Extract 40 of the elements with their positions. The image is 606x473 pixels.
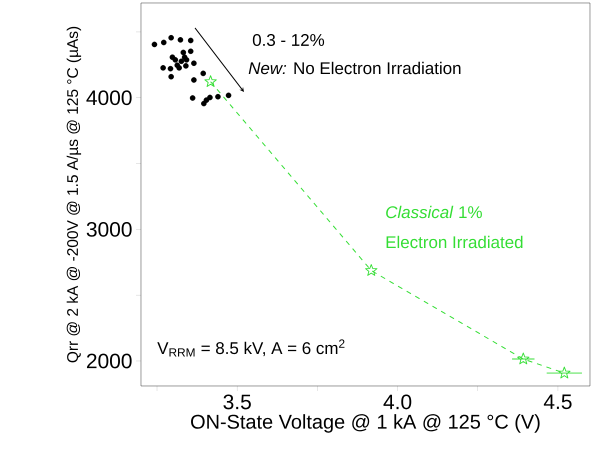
point [178, 58, 184, 64]
point [188, 48, 194, 54]
point [168, 66, 174, 72]
point [204, 97, 210, 103]
point [207, 94, 213, 100]
annotation: V$_{RRM}$ = 8.5 kV, A = 6 cm$^{2}$ [157, 339, 344, 357]
point [517, 352, 530, 364]
x-tick-label: 4.0 [384, 394, 412, 410]
y-axis-title: Qrr @ 2 kA @ -200V @ 1.5 A/µs @ 125 °C (µAs) [66, 26, 82, 362]
y-tick-label: 2000 [86, 354, 132, 368]
point [191, 60, 197, 66]
point [160, 40, 167, 46]
point [183, 63, 189, 69]
point [188, 38, 194, 44]
point [558, 366, 570, 378]
point [365, 264, 378, 276]
x-axis-title: ON-State Voltage @ 1 kA @ 125 °C (V) [191, 414, 540, 433]
point [215, 94, 221, 100]
point [172, 57, 178, 63]
x-tick-label: 3.5 [223, 394, 251, 410]
point [152, 42, 158, 48]
point [176, 65, 182, 71]
point [190, 95, 196, 101]
x-tick-label: 4.5 [544, 394, 572, 410]
point [226, 92, 232, 98]
y-tick-label: 3000 [86, 222, 132, 237]
annotation: Electron Irradiated [386, 236, 522, 248]
annotation: New: No Electron Irradiation [248, 62, 460, 74]
y-tick-label: 4000 [86, 90, 132, 106]
point [168, 74, 174, 80]
point [200, 70, 206, 76]
point [191, 77, 197, 83]
annotation: Classical 1% [386, 206, 482, 218]
point [168, 34, 174, 41]
point [184, 57, 190, 63]
point [160, 65, 166, 71]
annotation: 0.3 - 12% [252, 34, 324, 46]
point [180, 50, 186, 56]
point [204, 75, 217, 87]
point [178, 37, 184, 43]
